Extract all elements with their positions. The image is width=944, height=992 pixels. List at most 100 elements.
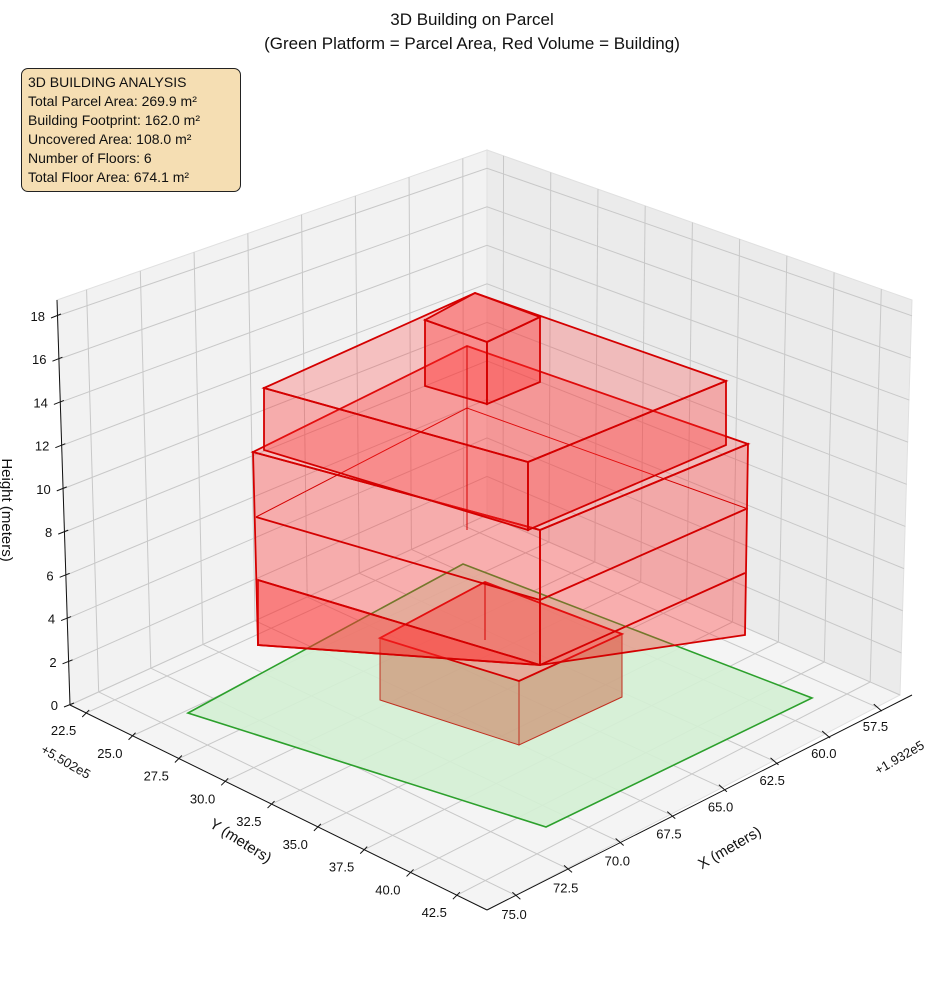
z-tick [53, 399, 65, 405]
x-tick-label: 57.5 [863, 719, 888, 734]
x-tick-label: 65.0 [708, 800, 733, 815]
x-tick [718, 784, 728, 793]
x-tick-label: 67.5 [656, 827, 681, 842]
z-grid-line [59, 244, 910, 403]
y-axis-line [69, 704, 488, 911]
x-grid-line [463, 525, 877, 708]
x-tick-label: 60.0 [811, 746, 836, 761]
info-title: 3D BUILDING ANALYSIS [28, 74, 187, 90]
info-box: 3D BUILDING ANALYSIS Total Parcel Area: … [21, 68, 241, 192]
x-tick-label: 62.5 [760, 773, 785, 788]
y-tick-label: 22.5 [51, 723, 76, 738]
x-tick [512, 891, 521, 900]
z-tick [62, 659, 73, 665]
floor-line-1 [255, 508, 747, 601]
x-tick [615, 838, 624, 846]
chart-title: 3D Building on Parcel [390, 10, 553, 29]
y-tick [267, 800, 275, 809]
x-tick-label: 72.5 [553, 880, 578, 895]
z-tick [55, 443, 66, 449]
y-tick-label: 35.0 [283, 837, 308, 852]
y-wall-grid-line [869, 289, 882, 683]
x-tick [666, 811, 676, 819]
z-tick [50, 313, 62, 319]
roof-box-top [422, 292, 543, 343]
z-tick [56, 486, 67, 492]
x-grid-line [98, 691, 516, 896]
z-grid-line [62, 321, 907, 490]
y-grid-line [86, 521, 504, 714]
y-tick-label: 40.0 [375, 882, 400, 897]
y-tick [174, 755, 183, 763]
x-tick-label: 70.0 [605, 853, 630, 868]
z-tick [63, 702, 75, 708]
y-wall-grid-line [823, 272, 835, 663]
x-axis-label: X (meters) [695, 823, 764, 873]
x-axis-line [486, 694, 913, 911]
y-wall-grid-line [548, 172, 552, 543]
building-volume [250, 292, 751, 746]
y-tick [359, 846, 368, 854]
z-grid-line [66, 437, 903, 620]
x-wall-grid-line [408, 177, 412, 550]
y-tick [406, 869, 414, 877]
y-wall-grid-line [686, 222, 693, 603]
x-tick [563, 864, 573, 873]
z-tick-label: 6 [46, 568, 53, 583]
z-tick-label: 8 [45, 525, 52, 540]
y-tick [452, 891, 461, 900]
y-tick [313, 823, 322, 832]
y-offset-label: +5.502e5 [39, 742, 94, 782]
info-line: Number of Floors: 6 [28, 150, 152, 166]
z-grid-line [58, 206, 911, 360]
x-wall-grid-line [86, 289, 100, 692]
info-line: Total Floor Area: 674.1 m² [28, 169, 190, 185]
y-tick-label: 30.0 [190, 791, 215, 806]
z-grid-line [61, 283, 909, 447]
x-tick-label: 75.0 [501, 907, 526, 922]
chart-subtitle: (Green Platform = Parcel Area, Red Volum… [264, 34, 680, 53]
y-wall-grid-line [594, 189, 599, 563]
y-tick [81, 709, 90, 718]
y-tick-label: 27.5 [144, 769, 169, 784]
tick-labels: 0 2 4 6 8 10 12 14 16 18 22.5 25.0 27.5 30.0 32.5 35.0 3… [31, 309, 889, 922]
z-grid-line [68, 475, 902, 663]
z-tick-label: 0 [51, 698, 58, 713]
info-line: Building Footprint: 162.0 m² [28, 112, 200, 128]
x-wall-grid-line [139, 270, 152, 669]
z-tick-label: 12 [35, 439, 49, 454]
z-grid-line [56, 167, 913, 317]
x-offset-label: +1.932e5 [872, 737, 927, 777]
x-tick [770, 757, 779, 766]
y-tick [220, 777, 229, 786]
z-tick-label: 2 [49, 655, 56, 670]
x-wall-grid-line [462, 158, 465, 526]
x-wall-grid-line [193, 252, 204, 645]
y-tick-label: 37.5 [329, 860, 354, 875]
z-axis-label: Height (meters) [0, 458, 15, 561]
x-tick [873, 703, 883, 712]
x-wall-grid-line [354, 195, 360, 574]
info-line: Uncovered Area: 108.0 m² [28, 131, 192, 147]
y-tick-label: 42.5 [422, 905, 447, 920]
z-tick-label: 14 [33, 395, 47, 410]
y-wall-grid-line [732, 239, 741, 623]
z-tick-label: 4 [48, 612, 55, 627]
z-tick-label: 18 [31, 309, 45, 324]
z-tick [60, 616, 72, 622]
z-tick-label: 16 [32, 352, 46, 367]
y-tick [128, 732, 136, 741]
z-tick [59, 572, 70, 578]
y-grid-line [456, 681, 871, 896]
z-axis-line [56, 299, 71, 706]
x-wall-grid-line [247, 233, 256, 621]
floor-line-2 [257, 572, 746, 666]
info-line: Total Parcel Area: 269.9 m² [28, 93, 197, 109]
y-wall-grid-line [640, 205, 646, 583]
y-tick-label: 25.0 [97, 746, 122, 761]
x-wall-grid-line [301, 214, 308, 597]
z-tick-label: 10 [36, 482, 50, 497]
x-tick [821, 730, 831, 739]
